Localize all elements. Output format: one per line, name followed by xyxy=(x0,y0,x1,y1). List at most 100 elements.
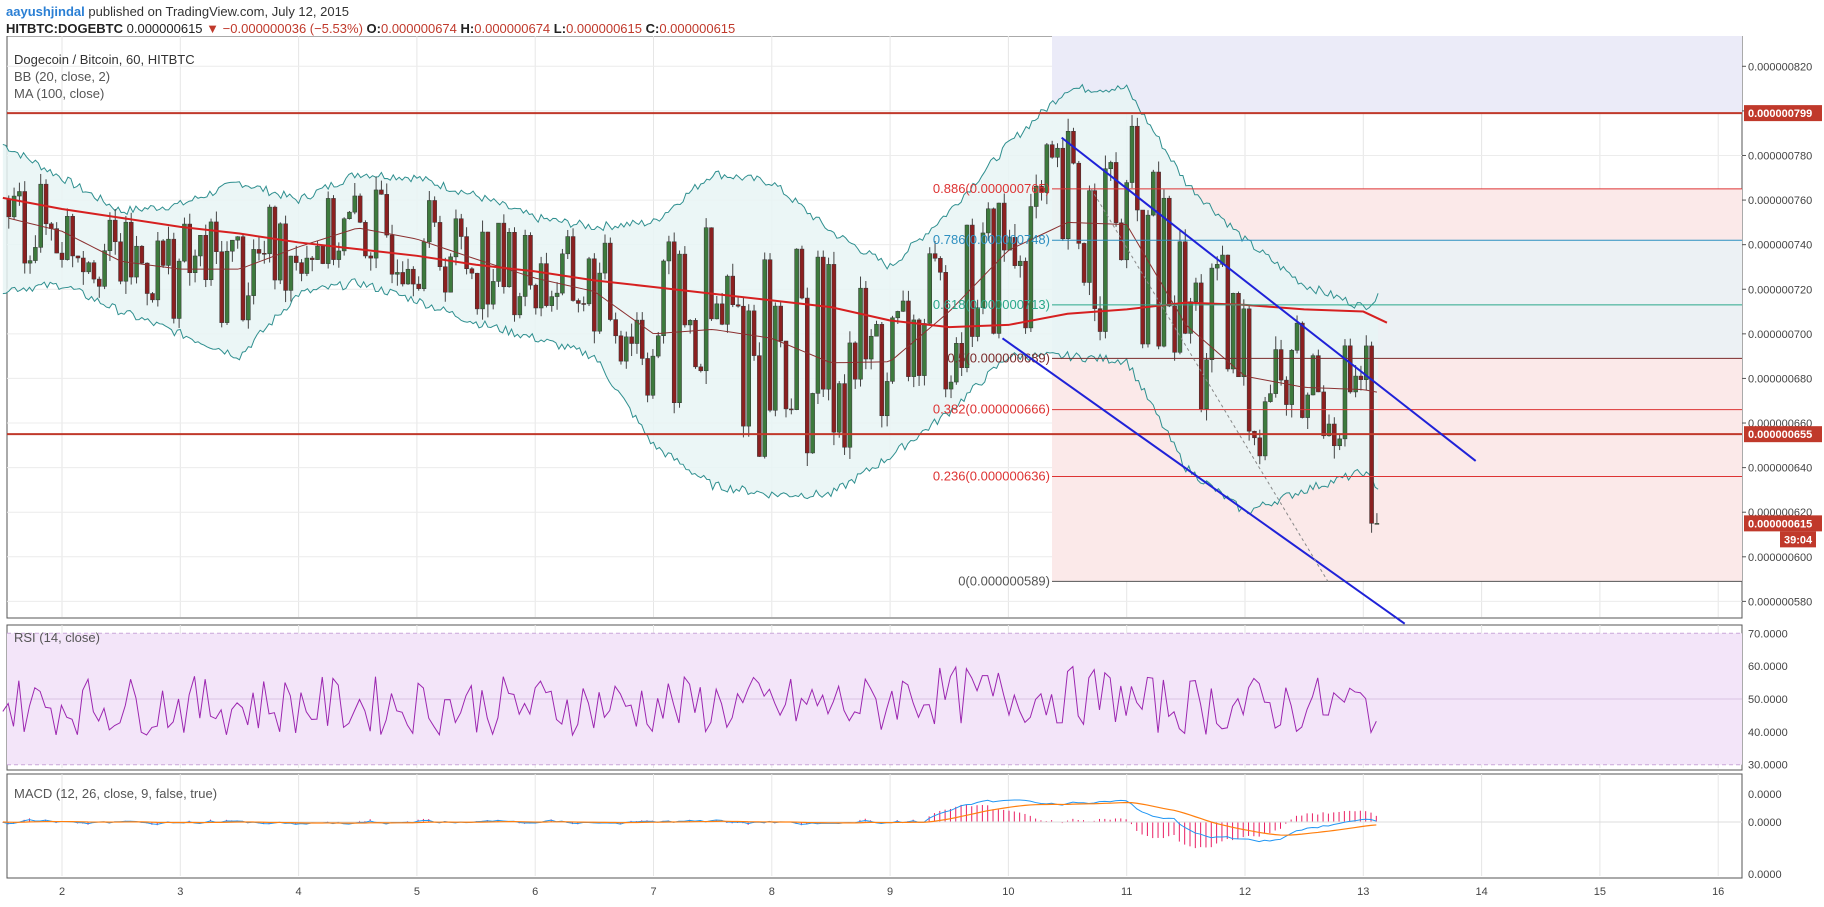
last-price: 0.000000615 xyxy=(126,21,203,36)
candle-body xyxy=(22,191,27,264)
candle-body xyxy=(459,218,464,237)
candle-body xyxy=(246,295,251,321)
trend-channel-line xyxy=(1001,337,1406,625)
candle-body xyxy=(1198,282,1204,410)
fib-level-label: 0(0.000000589) xyxy=(958,573,1050,588)
close-label: C: xyxy=(645,21,660,36)
candle-body xyxy=(123,221,129,282)
time-tick-label: 16 xyxy=(1712,886,1724,898)
candle-body xyxy=(1374,523,1380,525)
candle-body xyxy=(1044,144,1050,193)
candle-body xyxy=(1214,264,1220,269)
price-badge-label: 0.000000799 xyxy=(1748,108,1812,120)
candle-body xyxy=(309,257,315,260)
candle-body xyxy=(799,248,805,299)
candle-body xyxy=(341,218,347,252)
rsi-tick-label: 40.0000 xyxy=(1748,727,1788,739)
fib-level-label: 0.886(0.000000765) xyxy=(933,181,1050,196)
price-tick-label: 0.000000780 xyxy=(1748,150,1812,162)
candle-body xyxy=(230,239,235,252)
candle-body xyxy=(512,231,517,316)
candle-body xyxy=(464,236,469,269)
macd-line xyxy=(2,799,1377,843)
candle-body xyxy=(240,236,246,321)
candle-body xyxy=(709,227,714,320)
candle-body xyxy=(490,281,496,305)
candle-body xyxy=(1183,241,1188,334)
candle-body xyxy=(954,343,959,383)
candle-body xyxy=(54,228,59,254)
fib-level-label: 0.5(0.000000689) xyxy=(947,350,1050,365)
time-tick-label: 8 xyxy=(769,886,775,898)
price-tick-label: 0.000000680 xyxy=(1748,373,1812,385)
candle-body xyxy=(836,383,842,433)
candle-body xyxy=(1300,322,1305,418)
candle-body xyxy=(549,296,555,306)
candle-body xyxy=(134,245,139,278)
candle-body xyxy=(347,211,352,220)
candle-body xyxy=(1294,322,1300,351)
candle-body xyxy=(746,310,751,427)
fib-level-label: 0.786(0.000000748) xyxy=(933,232,1050,247)
candle-body xyxy=(150,293,155,301)
candle-body xyxy=(810,393,815,454)
candle-body xyxy=(991,208,996,334)
price-tick-label: 0.000000700 xyxy=(1748,329,1812,341)
rsi-line xyxy=(2,665,1377,737)
open-value: 0.000000674 xyxy=(380,21,457,36)
chart-canvas[interactable]: 0.886(0.000000765) 0.786(0.000000748) 0.61… xyxy=(0,36,1824,907)
macd-tick-label: 0.0000 xyxy=(1748,817,1782,829)
rsi-tick-label: 30.0000 xyxy=(1748,760,1788,772)
candle-body xyxy=(1289,350,1294,405)
price-tick-label: 0.000000600 xyxy=(1748,552,1812,564)
price-tick-label: 0.000000720 xyxy=(1748,284,1812,296)
candle-body xyxy=(235,236,240,241)
candle-body xyxy=(970,224,975,337)
candle-body xyxy=(357,195,363,223)
high-value: 0.000000674 xyxy=(474,21,551,36)
candle-body xyxy=(719,303,725,325)
candle-body xyxy=(214,221,219,252)
candle-body xyxy=(613,319,618,337)
candle-body xyxy=(1033,185,1039,207)
candle-body xyxy=(1156,171,1161,347)
candle-body xyxy=(821,256,826,390)
ma-100-line xyxy=(2,196,1388,329)
candle-body xyxy=(363,222,368,257)
candle-body xyxy=(874,324,879,337)
candle-body xyxy=(38,183,43,248)
time-tick-label: 5 xyxy=(414,886,420,898)
candle-body xyxy=(171,238,177,319)
signal-line xyxy=(2,801,1377,836)
candle-body xyxy=(1113,162,1119,224)
time-tick-label: 14 xyxy=(1475,886,1487,898)
high-label: H: xyxy=(460,21,475,36)
candle-body xyxy=(97,278,102,287)
candle-body xyxy=(128,221,134,278)
low-value: 0.000000615 xyxy=(566,21,642,36)
candle-body xyxy=(17,191,22,197)
countdown-badge xyxy=(1780,531,1816,548)
candle-body xyxy=(576,300,581,304)
candle-body xyxy=(1321,391,1326,437)
author-link[interactable]: aayushjindal xyxy=(6,4,85,19)
candle-body xyxy=(432,200,437,223)
candle-body xyxy=(741,305,746,427)
candle-body xyxy=(411,268,416,285)
candle-body xyxy=(208,221,214,281)
candle-body xyxy=(698,366,704,372)
candle-body xyxy=(320,245,326,264)
candle-body xyxy=(91,262,97,280)
candle-body xyxy=(645,358,650,396)
candle-body xyxy=(416,283,421,289)
candle-body xyxy=(815,256,821,394)
candle-body xyxy=(182,223,187,262)
candle-body xyxy=(315,245,320,260)
candle-body xyxy=(379,189,384,195)
candle-body xyxy=(373,189,379,259)
price-badge-label: 0.000000615 xyxy=(1748,518,1812,530)
candle-body xyxy=(336,250,342,260)
candle-body xyxy=(331,198,336,260)
candle-body xyxy=(964,224,970,368)
candle-body xyxy=(59,252,65,260)
